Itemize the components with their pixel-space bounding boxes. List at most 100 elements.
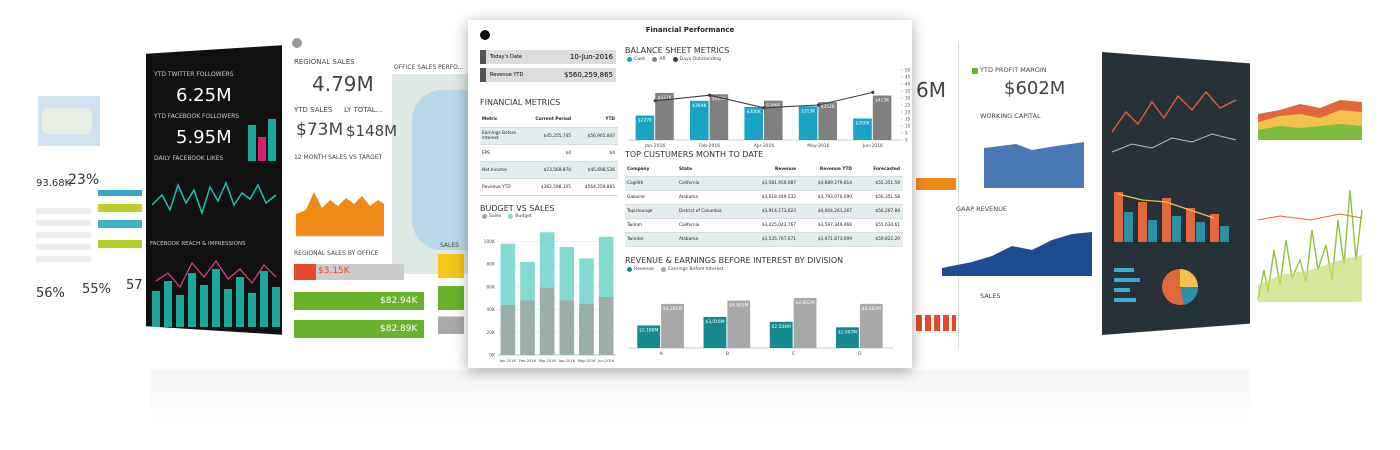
- legend-label: Sales: [489, 214, 502, 219]
- label: FACEBOOK REACH & IMPRESSIONS: [150, 241, 246, 247]
- y2-tick-label: 50: [905, 68, 911, 73]
- bar: [793, 297, 817, 348]
- table-cell: Gabvine: [627, 195, 645, 200]
- area: [916, 170, 956, 190]
- close-icon: [292, 38, 302, 48]
- table-cell: $3,793,070,090: [817, 195, 852, 200]
- table-cell: $3,971,873,099: [817, 237, 852, 242]
- x-tick-label: Jan-2016: [644, 143, 665, 149]
- mini-bars: [248, 119, 276, 161]
- section-title: BALANCE SHEET METRICS: [625, 46, 730, 55]
- bar: [853, 118, 872, 140]
- table-cell: Cogilith: [627, 181, 644, 186]
- kpi-row: Revenue YTD $560,259,865: [480, 68, 616, 82]
- legend-label: Budget: [515, 214, 532, 219]
- bar-label: $82.89K: [380, 324, 418, 334]
- table-row: Gabvine Alabama $3,018,449,532 $3,793,070,0…: [625, 191, 903, 205]
- kpi-value: 5.95M: [176, 127, 232, 148]
- bar: [98, 204, 142, 212]
- panel-social: YTD TWITTER FOLLOWERS 6.25M YTD FACEBOOK…: [146, 45, 286, 335]
- table-cell: $55,351.58: [875, 181, 900, 186]
- metrics-table: Metric Current Period YTD Earnings Before I…: [480, 111, 618, 196]
- x-tick-label: Mar-2016: [539, 359, 557, 363]
- bar: [98, 190, 142, 196]
- data-label: $227K: [638, 118, 652, 124]
- kpi-value: 93.68K: [36, 178, 72, 189]
- y-tick-label: 80K: [486, 262, 496, 268]
- bars: [438, 254, 464, 334]
- kpi-value: 55%: [82, 282, 111, 297]
- bar: [559, 300, 575, 355]
- y2-tick-label: 40: [905, 82, 911, 87]
- legend-item: Sales: [482, 214, 501, 219]
- table-header: Company State Revenue Revenue YTD Forecasted: [625, 163, 903, 177]
- table-cell: $23,569,874: [543, 167, 571, 173]
- data-label: $425K: [712, 96, 726, 102]
- bar: [727, 300, 751, 348]
- bar: [769, 321, 793, 348]
- data-label: $437K: [657, 95, 671, 101]
- y2-tick-label: 35: [905, 89, 911, 94]
- section-title: TOP CUSTUMERS MONTH TO DATE: [625, 150, 764, 159]
- y2-tick-label: 10: [905, 124, 911, 129]
- close-icon[interactable]: [480, 30, 490, 40]
- table-cell: $3,425,043,767: [761, 223, 796, 228]
- bar: [709, 94, 729, 140]
- line-point: [871, 90, 875, 94]
- section-title: BUDGET VS SALES: [480, 204, 555, 213]
- table-row: Net Income $23,569,874 $45,698,526: [480, 162, 618, 179]
- legend-swatch: [627, 267, 632, 272]
- bar: [294, 292, 424, 310]
- data-label: $3,016M: [705, 319, 724, 325]
- y-tick-label: 20K: [486, 330, 496, 336]
- legend: Revenue Earnings Before Interest: [627, 267, 724, 272]
- x-tick-label: May-2016: [578, 359, 597, 363]
- bar: [635, 115, 655, 140]
- bar: [294, 264, 316, 280]
- kpi-value: $73M: [296, 120, 344, 140]
- label: 12 MONTH SALES VS TARGET: [294, 154, 383, 161]
- table-cell: $45,698,526: [587, 167, 615, 173]
- x-tick-label: D: [858, 351, 862, 357]
- bars: [152, 269, 280, 327]
- table-cell: $56,351.58: [875, 195, 900, 200]
- bar: [98, 220, 142, 228]
- decor-charts: [1111, 90, 1237, 305]
- x-tick-label: Jan-2016: [499, 359, 517, 363]
- bar-track: [294, 264, 404, 280]
- area: [984, 142, 1084, 188]
- y2-tick-label: 30: [905, 96, 911, 101]
- balance-chart: Jan-2016 $227K $437K Feb-2016 $364K $425K Apr-…: [628, 68, 911, 149]
- label: YTD FACEBOOK FOLLOWERS: [154, 113, 240, 120]
- data-label: $2,007M: [838, 329, 857, 335]
- x-tick-label: C: [792, 351, 795, 357]
- table-cell: $56,965,847: [587, 133, 615, 139]
- legend-item: Days Outstanding: [672, 57, 721, 62]
- legend-label: AR: [659, 57, 666, 62]
- x-tick-label: Feb-2016: [519, 359, 537, 363]
- legend-item: Cash: [627, 57, 645, 62]
- panel-kpi: 93.68K 23% 56% 55% 57: [28, 72, 146, 315]
- bar: [703, 316, 727, 348]
- legend-swatch: [627, 57, 632, 62]
- data-label: $352K: [821, 104, 835, 110]
- label: REGIONAL SALES BY OFFICE: [294, 250, 379, 257]
- bar: [637, 325, 661, 348]
- x-tick-label: Jun-2016: [597, 359, 615, 363]
- table-row: Cogilith California $3,581,950,087 $4,689,2…: [625, 177, 903, 191]
- division-chart: A $2,188M $4,281M B $3,016M $4,603M C $2,544M $4…: [628, 297, 893, 357]
- kpi-row: Today's Date 10-Jun-2016: [480, 50, 616, 64]
- bar: [744, 107, 763, 140]
- column-header: Revenue: [775, 167, 796, 172]
- table-row: EPS $4 $4: [480, 145, 618, 162]
- table-cell: Net Income: [482, 167, 507, 173]
- legend: Sales Budget: [482, 214, 532, 219]
- bar-label: $82.94K: [380, 296, 418, 306]
- data-label: $4,281M: [663, 306, 682, 312]
- data-label: $200K: [855, 120, 869, 126]
- table-cell: Twinder: [627, 237, 644, 242]
- legend-swatch: [661, 267, 667, 272]
- bar: [836, 327, 859, 348]
